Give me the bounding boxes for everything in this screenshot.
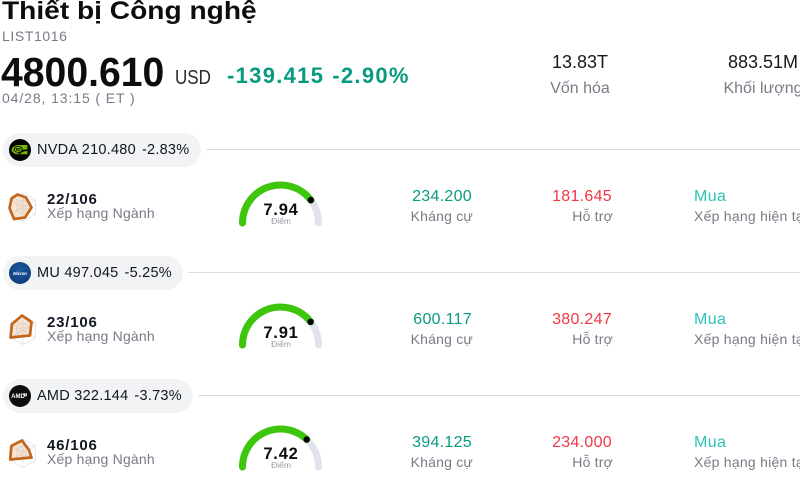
svg-text:Micron: Micron — [13, 270, 27, 275]
svg-text:AMD: AMD — [11, 394, 25, 400]
